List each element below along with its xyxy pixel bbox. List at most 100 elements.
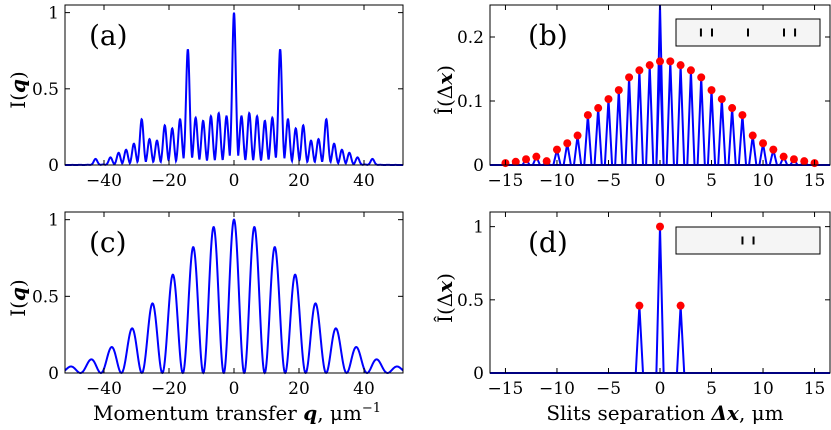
inset-box-d (675, 226, 821, 255)
x-tick-label-b: −15 (488, 171, 524, 191)
stem-b (727, 107, 737, 166)
xlabel-d: Slits separation Δx, μm (546, 401, 783, 425)
marker-b (717, 95, 726, 104)
y-tick-label-d: 1 (473, 218, 484, 238)
marker-b (686, 66, 695, 75)
stem-b (614, 90, 624, 166)
x-tick-label-a: 20 (288, 171, 310, 191)
marker-b (789, 155, 798, 164)
stem-b (593, 107, 603, 166)
stem-d (655, 226, 665, 374)
marker-b (542, 157, 551, 166)
marker-b (728, 104, 737, 113)
stem-b (603, 99, 614, 166)
marker-b (676, 61, 685, 70)
x-tick-label-c: 0 (229, 379, 240, 399)
panel-label-a: (a) (89, 19, 128, 52)
marker-b (614, 86, 623, 95)
x-tick-label-a: 40 (353, 171, 375, 191)
stem-b (572, 135, 583, 166)
ylabel-a: I(q) (6, 71, 30, 109)
marker-d (676, 301, 685, 310)
y-tick-label-a: 1 (48, 4, 59, 24)
marker-b (645, 61, 654, 70)
marker-b (656, 57, 664, 66)
marker-b (738, 111, 747, 120)
y-tick-label-b: 0 (473, 156, 484, 176)
marker-b (707, 86, 716, 95)
marker-b (573, 131, 582, 140)
stem-b (686, 70, 696, 166)
x-tick-label-d: −10 (539, 379, 575, 399)
stem-b (696, 77, 706, 166)
marker-b (583, 111, 592, 120)
inset-d (675, 226, 821, 255)
ylabel-c: I(q) (6, 279, 30, 317)
marker-b (552, 145, 561, 154)
x-tick-label-b: 15 (804, 171, 826, 191)
stem-b (634, 70, 644, 166)
x-tick-label-d: −5 (596, 379, 621, 399)
y-tick-label-a: 0.5 (32, 80, 59, 100)
x-tick-label-d: 10 (752, 379, 774, 399)
y-tick-label-c: 1 (48, 211, 59, 231)
marker-b (769, 145, 778, 154)
x-tick-label-d: 0 (655, 379, 666, 399)
panel-b: −15 −10 −5 0 5 10 15 0 0.1 0.2 (b) (457, 4, 831, 191)
marker-b (666, 57, 675, 66)
panel-label-d: (d) (528, 226, 568, 259)
xlabel-c: Momentum transfer q, μm−1 (93, 401, 381, 425)
y-tick-label-b: 0.1 (457, 92, 484, 112)
x-tick-label-c: −40 (86, 379, 122, 399)
series-line-a (65, 12, 403, 166)
x-tick-label-b: −5 (596, 171, 621, 191)
x-tick-label-b: 0 (655, 171, 666, 191)
x-tick-label-b: −10 (539, 171, 575, 191)
x-tick-label-a: −40 (86, 171, 122, 191)
y-tick-label-c: 0 (48, 364, 59, 384)
y-tick-label-d: 0 (473, 364, 484, 384)
marker-b (759, 139, 768, 148)
x-tick-label-c: −20 (151, 379, 187, 399)
marker-b (625, 73, 634, 82)
x-tick-label-d: 15 (804, 379, 826, 399)
x-tick-label-b: 5 (706, 171, 717, 191)
y-tick-label-d: 0.5 (457, 291, 484, 311)
stem-b (645, 65, 655, 166)
panel-label-b: (b) (528, 19, 568, 52)
x-tick-label-d: −15 (488, 379, 524, 399)
panel-a: −40 −20 0 20 40 0 0.5 1 (a) (32, 4, 404, 191)
x-tick-label-a: −20 (151, 171, 187, 191)
marker-b (635, 66, 644, 75)
marker-b (594, 104, 603, 113)
panel-d: −15 −10 −5 0 5 10 15 0 0.5 1 (d) (457, 211, 831, 399)
stem-b (665, 61, 675, 166)
marker-b (779, 152, 788, 161)
marker-b (532, 152, 541, 161)
stem-b (706, 90, 717, 166)
y-tick-label-c: 0.5 (32, 287, 59, 307)
stem-b (624, 77, 634, 166)
x-tick-label-c: 40 (353, 379, 375, 399)
stem-d (634, 305, 644, 374)
panel-label-c: (c) (89, 226, 127, 259)
inset-b (675, 18, 821, 47)
stem-b (676, 65, 686, 166)
stem-b (717, 99, 727, 166)
x-tick-label-d: 5 (706, 379, 717, 399)
marker-b (800, 157, 809, 166)
y-tick-label-a: 0 (48, 156, 59, 176)
stem-b (737, 115, 748, 166)
ylabel-d: Î(Δx) (433, 273, 457, 323)
stem-b (583, 115, 593, 166)
marker-b (511, 157, 520, 166)
ylabel-b: Î(Δx) (433, 65, 457, 115)
x-tick-label-a: 0 (229, 171, 240, 191)
marker-b (563, 139, 572, 148)
marker-d (656, 222, 664, 231)
panel-c: −40 −20 0 20 40 0 0.5 1 (c) (32, 211, 404, 399)
stem-b (748, 135, 758, 166)
stem-d (676, 305, 686, 374)
marker-b (522, 155, 531, 164)
